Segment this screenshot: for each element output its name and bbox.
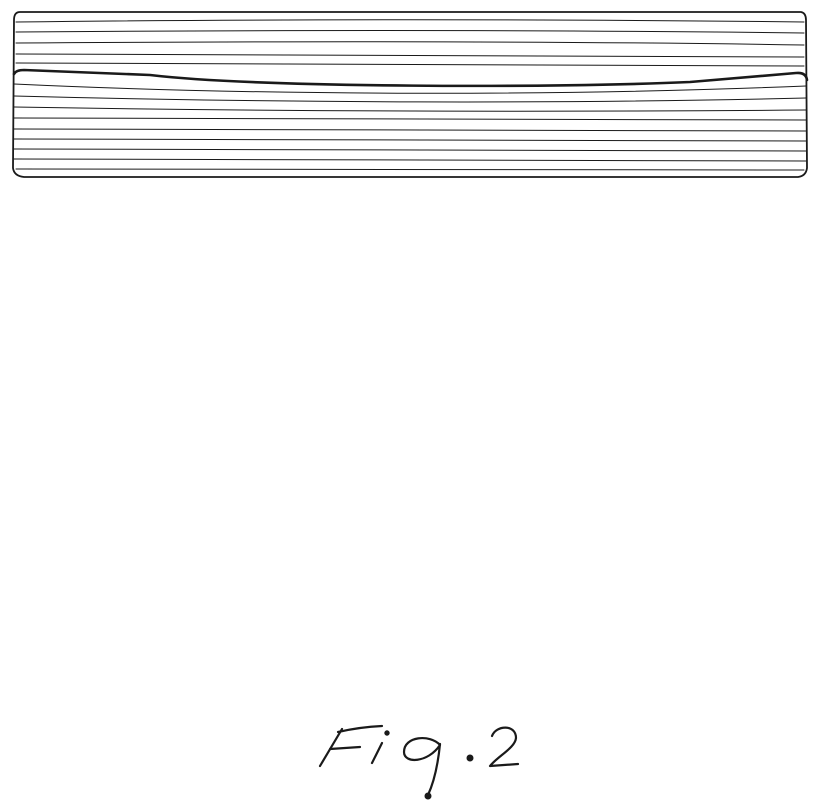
grain-line-lower-4 xyxy=(14,118,806,121)
grain-line-upper-2 xyxy=(16,31,804,33)
concave-edge-line xyxy=(14,70,807,86)
grain-line-lower-6 xyxy=(14,139,806,141)
grain-line-lower-7 xyxy=(14,149,806,151)
grain-line-upper-5 xyxy=(16,63,804,66)
grain-line-upper-1 xyxy=(16,20,804,22)
grain-line-upper-4 xyxy=(16,54,804,57)
grain-line-lower-2 xyxy=(14,96,806,102)
grain-line-upper-3 xyxy=(16,42,804,45)
figure-label-handwriting xyxy=(300,712,540,802)
grain-line-lower-9 xyxy=(16,169,804,171)
beam-outline xyxy=(13,12,807,177)
figure-caption: Fig.2 xyxy=(300,712,540,802)
grain-line-lower-8 xyxy=(14,159,806,161)
grain-line-lower-3 xyxy=(14,107,806,111)
grain-line-lower-5 xyxy=(14,129,806,131)
